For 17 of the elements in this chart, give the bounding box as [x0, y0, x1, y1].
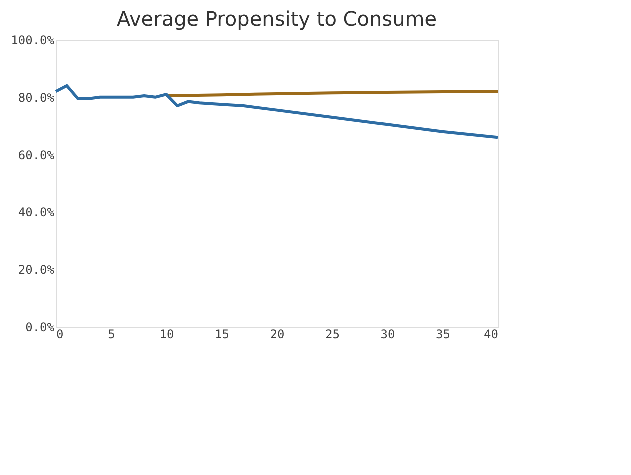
- x-tick-label: 25: [326, 328, 340, 342]
- y-tick-label: 0.0%: [26, 320, 56, 334]
- x-tick-label: 20: [270, 328, 285, 342]
- x-tick-label: 30: [380, 328, 396, 342]
- x-tick-label: 15: [215, 328, 230, 342]
- x-tick-label: 5: [108, 328, 116, 342]
- y-tick-label: 100.0%: [11, 34, 56, 48]
- y-tick-label: 40.0%: [18, 206, 56, 220]
- y-tick-label: 80.0%: [18, 90, 56, 105]
- x-tick-label: 40: [484, 328, 498, 342]
- x-tick-label: 0: [56, 328, 64, 342]
- x-tick-label: 10: [160, 328, 174, 342]
- line-series: [54, 84, 500, 140]
- x-tick-label: 35: [436, 328, 450, 342]
- chart-title: Average Propensity to Consume: [116, 7, 438, 31]
- y-tick-label: 20.0%: [18, 263, 56, 278]
- y-tick-label: 60.0%: [18, 148, 56, 162]
